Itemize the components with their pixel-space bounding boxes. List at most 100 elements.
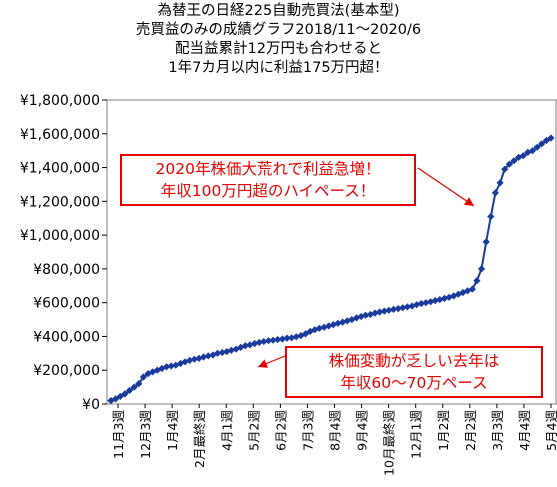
annotation-2020-line1: 2020年株価大荒れで利益急増！: [155, 160, 381, 178]
data-point: [473, 277, 481, 285]
data-point: [394, 305, 402, 313]
data-point: [436, 296, 444, 304]
data-point: [297, 332, 305, 340]
data-point: [524, 148, 532, 156]
y-tick-label: ¥1,000,000: [20, 228, 100, 244]
data-point: [343, 317, 351, 325]
data-point: [533, 143, 541, 151]
data-point: [269, 336, 277, 344]
data-point: [389, 305, 398, 313]
data-point: [501, 165, 509, 173]
data-point: [445, 293, 453, 301]
data-point: [380, 307, 388, 315]
data-point: [163, 363, 171, 371]
data-point: [292, 333, 300, 341]
annotation-arrow-last-year-head: [258, 359, 268, 368]
data-point: [139, 373, 147, 381]
data-point: [218, 348, 226, 357]
x-tick-label: 5月2週: [246, 410, 261, 451]
annotation-2020-line2: 年収100万円超のハイペース！: [160, 182, 376, 200]
x-tick-label: 12月1週: [409, 410, 424, 459]
data-point: [482, 238, 490, 246]
x-tick-label: 7月3週: [300, 410, 315, 451]
data-point: [195, 354, 203, 362]
data-point: [385, 306, 393, 314]
data-point: [288, 334, 296, 342]
x-tick-label: 12月3週: [138, 410, 153, 459]
annotation-arrow-2020-head: [464, 197, 474, 206]
data-point: [496, 179, 504, 187]
data-point: [149, 368, 157, 376]
data-point: [107, 397, 115, 405]
data-point: [376, 308, 384, 316]
data-point: [510, 157, 518, 165]
x-tick-label: 2月最終週: [192, 410, 207, 468]
data-point: [477, 265, 486, 273]
chart-subtitle-dividend: 配当益累計12万円も合わせると: [175, 41, 382, 57]
data-point: [311, 326, 319, 334]
x-tick-label: 4月4週: [517, 410, 532, 451]
data-point: [246, 341, 254, 349]
data-point: [362, 311, 370, 319]
data-point: [348, 316, 356, 324]
data-point: [468, 285, 476, 293]
data-point: [399, 304, 407, 312]
data-point: [528, 147, 537, 155]
y-tick-label: ¥0: [82, 397, 100, 413]
annotation-box-last-year: 株価変動が乏しい去年は 年収60～70万ペース: [285, 346, 543, 398]
x-tick-label: 11月3週: [111, 410, 126, 459]
data-point: [144, 370, 152, 378]
x-tick-label: 1月4週: [165, 410, 180, 451]
y-tick-label: ¥400,000: [33, 329, 100, 345]
data-point: [538, 140, 546, 148]
data-point: [403, 303, 411, 311]
data-point: [223, 348, 231, 356]
data-point: [274, 335, 282, 344]
data-point: [190, 355, 198, 363]
data-point: [320, 323, 328, 331]
data-point: [241, 342, 249, 350]
data-point: [172, 361, 180, 369]
x-tick-label: 1月2週: [436, 410, 451, 451]
x-tick-label: 3月3週: [490, 410, 505, 451]
chart-title: 為替王の日経225自動売買法(基本型): [157, 3, 400, 19]
annotation-arrow-2020: [417, 167, 475, 207]
y-tick-label: ¥600,000: [33, 296, 100, 312]
data-point: [450, 292, 458, 300]
data-point: [306, 327, 314, 335]
data-point: [334, 319, 342, 327]
x-tick-label: 9月4週: [355, 410, 370, 451]
data-point: [213, 349, 222, 357]
data-point: [519, 152, 527, 160]
data-point: [186, 356, 194, 364]
data-point: [329, 321, 337, 329]
data-point: [505, 160, 513, 168]
y-tick-label: ¥800,000: [33, 262, 100, 278]
plot-area: [106, 99, 557, 405]
x-tick-label: 8月4週: [328, 410, 343, 451]
y-tick-label: ¥1,800,000: [20, 93, 100, 109]
data-point: [153, 366, 161, 374]
data-point: [121, 390, 129, 398]
chart-subtitle-total-profit: 1年7カ月以内に利益175万円超！: [168, 60, 389, 76]
x-tick-label: 2月2週: [463, 410, 478, 451]
y-tick-label: ¥1,400,000: [20, 161, 100, 177]
data-point: [278, 335, 286, 343]
x-tick-label: 10月最終週: [382, 410, 397, 476]
data-point: [315, 324, 323, 332]
annotation-last-year-line1: 株価変動が乏しい去年は: [328, 352, 500, 370]
data-point: [283, 334, 291, 342]
data-point: [232, 345, 240, 353]
chart-subtitle: 売買益のみの成績グラフ2018/11～2020/6: [135, 22, 422, 38]
data-point: [237, 343, 245, 351]
y-tick-label: ¥1,600,000: [20, 127, 100, 143]
annotation-box-2020: 2020年株価大荒れで利益急増！ 年収100万円超のハイペース！: [120, 154, 416, 206]
data-point: [167, 362, 175, 370]
data-point: [116, 392, 124, 400]
data-point: [427, 298, 435, 306]
annotation-last-year-line2: 年収60～70万ペース: [340, 374, 488, 392]
data-point: [339, 318, 347, 326]
x-tick-label: 6月2週: [273, 410, 288, 451]
data-point: [413, 301, 421, 309]
